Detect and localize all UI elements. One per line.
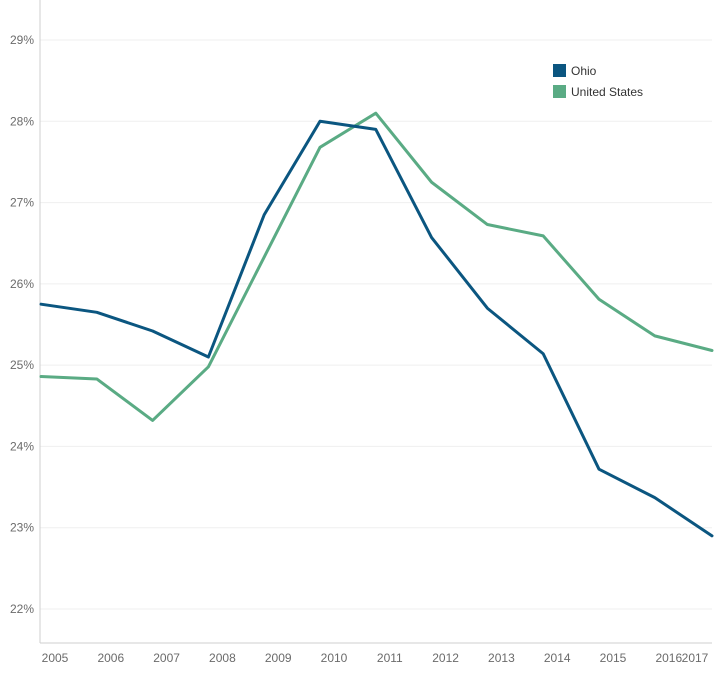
x-tick-label: 2009	[265, 651, 292, 665]
y-tick-label: 29%	[10, 33, 34, 47]
legend-label: United States	[571, 85, 643, 99]
y-tick-label: 22%	[10, 602, 34, 616]
grid-layer	[40, 39, 712, 610]
series-line-united-states	[39, 111, 714, 422]
x-tick-label: 2007	[153, 651, 180, 665]
x-tick-label: 2008	[209, 651, 236, 665]
y-tick-label: 24%	[10, 439, 34, 453]
x-tick-label: 2015	[600, 651, 627, 665]
x-tick-label: 2010	[321, 651, 348, 665]
y-tick-label: 23%	[10, 521, 34, 535]
legend-swatch	[553, 85, 566, 98]
legend-swatch	[553, 64, 566, 77]
x-tick-label: 2013	[488, 651, 515, 665]
x-tick-label: 2014	[544, 651, 571, 665]
y-tick-label: 28%	[10, 114, 34, 128]
x-tick-labels: 2005 2006 2007 2008 2009 2010 2011 2012 2013 2014…	[42, 651, 709, 665]
x-tick-label: 2005	[42, 651, 69, 665]
x-tick-label: 2017	[682, 651, 709, 665]
y-tick-label: 26%	[10, 277, 34, 291]
x-tick-label: 2016	[655, 651, 682, 665]
x-tick-label: 2006	[97, 651, 124, 665]
x-tick-label: 2011	[377, 651, 403, 665]
legend-label: Ohio	[571, 64, 597, 78]
series-line-ohio	[39, 119, 714, 538]
y-tick-labels: 22% 23% 24% 25% 26% 27% 28% 29%	[10, 33, 34, 616]
x-tick-label: 2012	[432, 651, 459, 665]
y-tick-label: 27%	[10, 196, 34, 210]
series-layer	[39, 111, 714, 538]
legend: Ohio United States	[553, 64, 643, 99]
y-tick-label: 25%	[10, 358, 34, 372]
